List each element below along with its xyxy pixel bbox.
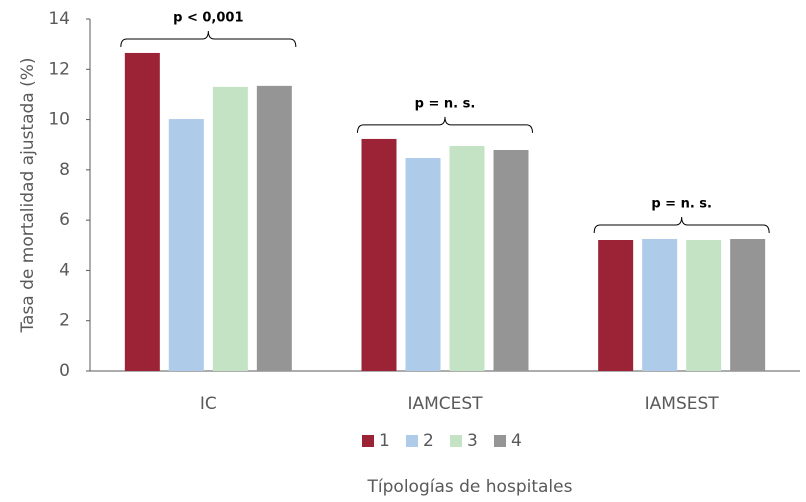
legend-swatch xyxy=(450,435,462,447)
y-tick-label: 4 xyxy=(59,260,70,280)
annotation: p = n. s. xyxy=(651,197,712,212)
bracket xyxy=(120,30,297,47)
bar xyxy=(168,119,204,371)
annotation: p = n. s. xyxy=(415,96,476,111)
bar xyxy=(686,240,722,371)
legend-label: 1 xyxy=(379,431,390,451)
bracket xyxy=(357,116,533,133)
y-tick-label: 14 xyxy=(48,9,70,29)
x-tick-label: IAMSEST xyxy=(645,394,720,414)
bar xyxy=(124,52,160,371)
bar xyxy=(361,138,397,371)
legend-label: 2 xyxy=(423,431,434,451)
legend-swatch xyxy=(362,435,374,447)
x-axis-title: Típologías de hospitales xyxy=(367,477,573,497)
bar xyxy=(212,86,248,371)
bar xyxy=(405,158,441,371)
bar xyxy=(598,240,634,371)
y-axis-title: Tasa de mortalidad ajustada (%) xyxy=(18,57,38,333)
annotation: p < 0,001 xyxy=(173,10,243,25)
bar xyxy=(730,239,766,371)
bracket xyxy=(593,216,770,234)
x-tick-label: IC xyxy=(200,394,217,414)
x-tick-label: IAMCEST xyxy=(407,394,483,414)
legend-label: 3 xyxy=(467,431,478,451)
y-tick-label: 2 xyxy=(59,311,70,331)
bar xyxy=(493,149,529,371)
y-tick-label: 6 xyxy=(59,210,70,230)
legend-swatch xyxy=(494,435,506,447)
legend-label: 4 xyxy=(511,431,522,451)
y-tick-label: 12 xyxy=(48,59,70,79)
bar xyxy=(256,85,292,371)
y-tick-label: 0 xyxy=(59,361,70,381)
y-tick-label: 8 xyxy=(59,160,70,180)
bar xyxy=(642,239,678,371)
bar xyxy=(449,145,485,371)
y-tick-label: 10 xyxy=(48,110,70,130)
legend-swatch xyxy=(406,435,418,447)
